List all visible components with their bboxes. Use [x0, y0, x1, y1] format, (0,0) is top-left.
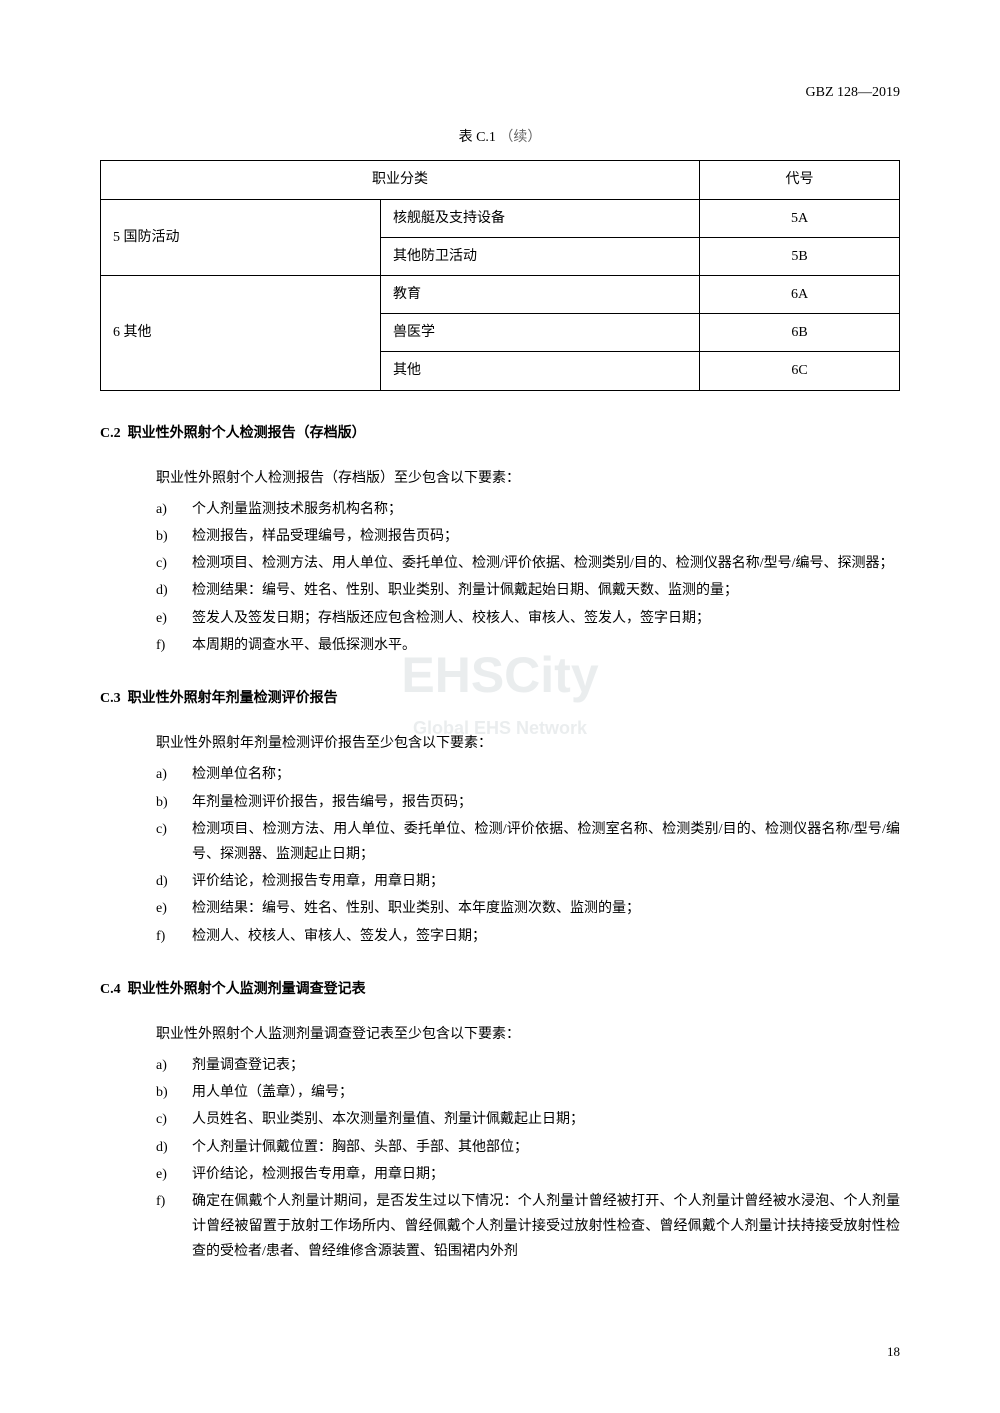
list-item: b) 用人单位（盖章），编号； — [156, 1080, 900, 1105]
list-marker: b) — [156, 1080, 168, 1105]
section-heading-c3: C.3 职业性外照射年剂量检测评价报告 — [100, 686, 900, 711]
list-marker: f) — [156, 924, 165, 949]
table-header-row: 职业分类 代号 — [101, 161, 900, 199]
table-header-code: 代号 — [700, 161, 900, 199]
list-marker: e) — [156, 1162, 167, 1187]
list-text: 确定在佩戴个人剂量计期间，是否发生过以下情况：个人剂量计曾经被打开、个人剂量计曾… — [192, 1194, 900, 1259]
table-code: 5A — [700, 199, 900, 237]
list-text: 签发人及签发日期；存档版还应包含检测人、校核人、审核人、签发人，签字日期； — [192, 611, 710, 626]
table-header-category: 职业分类 — [101, 161, 700, 199]
list-text: 检测报告，样品受理编号，检测报告页码； — [192, 529, 458, 544]
table-sub: 核舰艇及支持设备 — [381, 199, 700, 237]
section-list-c3: a) 检测单位名称； b) 年剂量检测评价报告，报告编号，报告页码； c) 检测项目、… — [156, 762, 900, 948]
list-marker: c) — [156, 1107, 167, 1132]
list-item: f) 检测人、校核人、审核人、签发人，签字日期； — [156, 924, 900, 949]
section-intro: 职业性外照射年剂量检测评价报告至少包含以下要素： — [156, 731, 900, 756]
list-marker: b) — [156, 524, 168, 549]
list-item: e) 签发人及签发日期；存档版还应包含检测人、校核人、审核人、签发人，签字日期； — [156, 606, 900, 631]
section-list-c2: a)个人剂量监测技术服务机构名称； b)检测报告，样品受理编号，检测报告页码； … — [156, 497, 900, 658]
section-heading-c4: C.4 职业性外照射个人监测剂量调查登记表 — [100, 977, 900, 1002]
list-marker: c) — [156, 551, 167, 576]
list-marker: a) — [156, 762, 167, 787]
section-title: 职业性外照射个人检测报告（存档版） — [128, 426, 366, 441]
section-intro: 职业性外照射个人监测剂量调查登记表至少包含以下要素： — [156, 1022, 900, 1047]
table-code: 6B — [700, 314, 900, 352]
list-item: d) 检测结果：编号、姓名、性别、职业类别、剂量计佩戴起始日期、佩戴天数、监测的量… — [156, 578, 900, 603]
list-text: 检测结果：编号、姓名、性别、职业类别、剂量计佩戴起始日期、佩戴天数、监测的量； — [192, 583, 738, 598]
list-item: b) 年剂量检测评价报告，报告编号，报告页码； — [156, 790, 900, 815]
table-sub: 其他 — [381, 352, 700, 390]
list-item: f) 确定在佩戴个人剂量计期间，是否发生过以下情况：个人剂量计曾经被打开、个人剂量… — [156, 1189, 900, 1265]
list-text: 人员姓名、职业类别、本次测量剂量值、剂量计佩戴起止日期； — [192, 1112, 584, 1127]
table-sub: 教育 — [381, 275, 700, 313]
list-item: f) 本周期的调查水平、最低探测水平。 — [156, 633, 900, 658]
section-num: C.2 — [100, 426, 121, 441]
list-text: 检测人、校核人、审核人、签发人，签字日期； — [192, 929, 486, 944]
list-item: b) 检测报告，样品受理编号，检测报告页码； — [156, 524, 900, 549]
list-text: 检测项目、检测方法、用人单位、委托单位、检测/评价依据、检测室名称、检测类别/目… — [192, 822, 900, 862]
table-caption-cont: （续） — [499, 130, 541, 145]
section-num: C.4 — [100, 982, 121, 997]
table-group-label: 6 其他 — [101, 275, 381, 390]
list-item: a) 剂量调查登记表； — [156, 1053, 900, 1078]
list-item: d) 评价结论，检测报告专用章，用章日期； — [156, 869, 900, 894]
list-marker: e) — [156, 896, 167, 921]
section-list-c4: a) 剂量调查登记表； b) 用人单位（盖章），编号； c) 人员姓名、职业类别、本次… — [156, 1053, 900, 1265]
list-item: a) 检测单位名称； — [156, 762, 900, 787]
list-marker: a) — [156, 497, 167, 522]
page-number: 18 — [887, 1340, 900, 1363]
list-item: c) 人员姓名、职业类别、本次测量剂量值、剂量计佩戴起止日期； — [156, 1107, 900, 1132]
table-caption-main: 表 C.1 — [459, 130, 496, 145]
list-text: 用人单位（盖章），编号； — [192, 1085, 353, 1100]
list-marker: e) — [156, 606, 167, 631]
list-item: e) 评价结论，检测报告专用章，用章日期； — [156, 1162, 900, 1187]
list-text: 检测结果：编号、姓名、性别、职业类别、本年度监测次数、监测的量； — [192, 901, 640, 916]
list-item: c) 检测项目、检测方法、用人单位、委托单位、检测/评价依据、检测类别/目的、检测… — [156, 551, 900, 576]
list-item: e) 检测结果：编号、姓名、性别、职业类别、本年度监测次数、监测的量； — [156, 896, 900, 921]
list-marker: d) — [156, 1135, 168, 1160]
page-content: GBZ 128—2019 表 C.1 （续） 职业分类 代号 5 国防活动 核舰… — [100, 80, 900, 1265]
list-text: 评价结论，检测报告专用章，用章日期； — [192, 1167, 444, 1182]
list-text: 评价结论，检测报告专用章，用章日期； — [192, 874, 444, 889]
list-marker: d) — [156, 578, 168, 603]
table-code: 5B — [700, 237, 900, 275]
list-text: 个人剂量监测技术服务机构名称； — [192, 502, 402, 517]
list-item: a) 个人剂量监测技术服务机构名称； — [156, 497, 900, 522]
classification-table: 职业分类 代号 5 国防活动 核舰艇及支持设备 5A 其他防卫活动 5B 6 其… — [100, 160, 900, 390]
list-item: d) 个人剂量计佩戴位置：胸部、头部、手部、其他部位； — [156, 1135, 900, 1160]
list-text: 个人剂量计佩戴位置：胸部、头部、手部、其他部位； — [192, 1140, 528, 1155]
table-code: 6A — [700, 275, 900, 313]
table-row: 5 国防活动 核舰艇及支持设备 5A — [101, 199, 900, 237]
table-sub: 兽医学 — [381, 314, 700, 352]
list-marker: f) — [156, 633, 165, 658]
list-item: c) 检测项目、检测方法、用人单位、委托单位、检测/评价依据、检测室名称、检测类别… — [156, 817, 900, 867]
list-text: 年剂量检测评价报告，报告编号，报告页码； — [192, 795, 472, 810]
list-text: 检测项目、检测方法、用人单位、委托单位、检测/评价依据、检测类别/目的、检测仪器… — [192, 556, 894, 571]
list-marker: b) — [156, 790, 168, 815]
table-row: 6 其他 教育 6A — [101, 275, 900, 313]
table-caption: 表 C.1 （续） — [100, 125, 900, 150]
section-intro: 职业性外照射个人检测报告（存档版）至少包含以下要素： — [156, 466, 900, 491]
table-code: 6C — [700, 352, 900, 390]
list-marker: d) — [156, 869, 168, 894]
list-marker: a) — [156, 1053, 167, 1078]
section-num: C.3 — [100, 691, 121, 706]
table-group-label: 5 国防活动 — [101, 199, 381, 275]
list-text: 本周期的调查水平、最低探测水平。 — [192, 638, 416, 653]
section-title: 职业性外照射个人监测剂量调查登记表 — [128, 982, 366, 997]
table-sub: 其他防卫活动 — [381, 237, 700, 275]
list-marker: c) — [156, 817, 167, 842]
section-title: 职业性外照射年剂量检测评价报告 — [128, 691, 338, 706]
list-marker: f) — [156, 1189, 165, 1214]
document-code: GBZ 128—2019 — [100, 80, 900, 105]
list-text: 剂量调查登记表； — [192, 1058, 304, 1073]
section-heading-c2: C.2 职业性外照射个人检测报告（存档版） — [100, 421, 900, 446]
list-text: 检测单位名称； — [192, 767, 290, 782]
